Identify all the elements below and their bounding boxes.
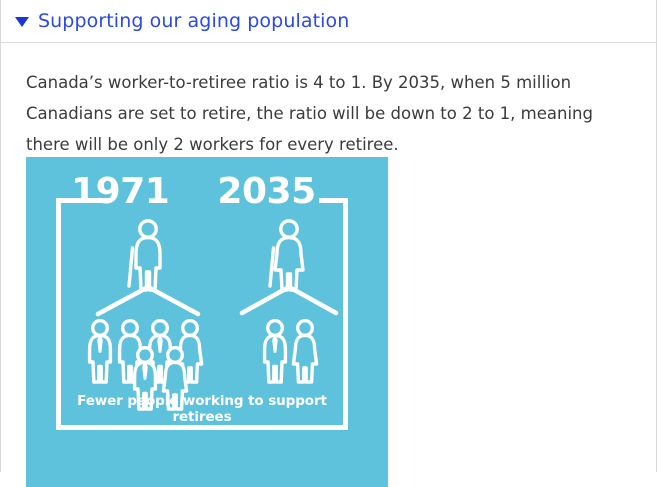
infographic-worker-to-retiree-ratio: 1971 2035: [26, 157, 388, 487]
worker-person-icon: [87, 318, 113, 384]
worker-person-icon: [176, 318, 204, 384]
worker-person-icon: [291, 318, 319, 384]
infographic-caption: Fewer people working to support retirees: [77, 393, 327, 425]
chevron-up-2035-icon: [239, 284, 339, 316]
chevron-up-1971-icon: [95, 284, 201, 317]
infographic-frame: [56, 198, 348, 430]
elderly-person-with-cane-icon: [268, 219, 305, 292]
frame-top-left-segment: [56, 198, 110, 203]
accordion-header-supporting-our-aging-population[interactable]: Supporting our aging population: [1, 0, 656, 43]
infographic-year-labels: 1971 2035: [26, 171, 388, 212]
accordion-title: Supporting our aging population: [38, 10, 350, 32]
worker-person-icon: [161, 345, 189, 411]
worker-person-icon: [132, 345, 158, 411]
elderly-person-with-cane-icon: [127, 219, 162, 292]
triangle-down-icon[interactable]: [15, 17, 29, 27]
worker-person-icon: [262, 318, 288, 384]
year-label-1971: 1971: [71, 171, 170, 212]
body-paragraph: Canada’s worker-to-retiree ratio is 4 to…: [26, 72, 593, 154]
infographic-figures: [87, 219, 339, 411]
frame-top-right-segment: [319, 198, 348, 203]
year-label-2035: 2035: [217, 171, 316, 212]
